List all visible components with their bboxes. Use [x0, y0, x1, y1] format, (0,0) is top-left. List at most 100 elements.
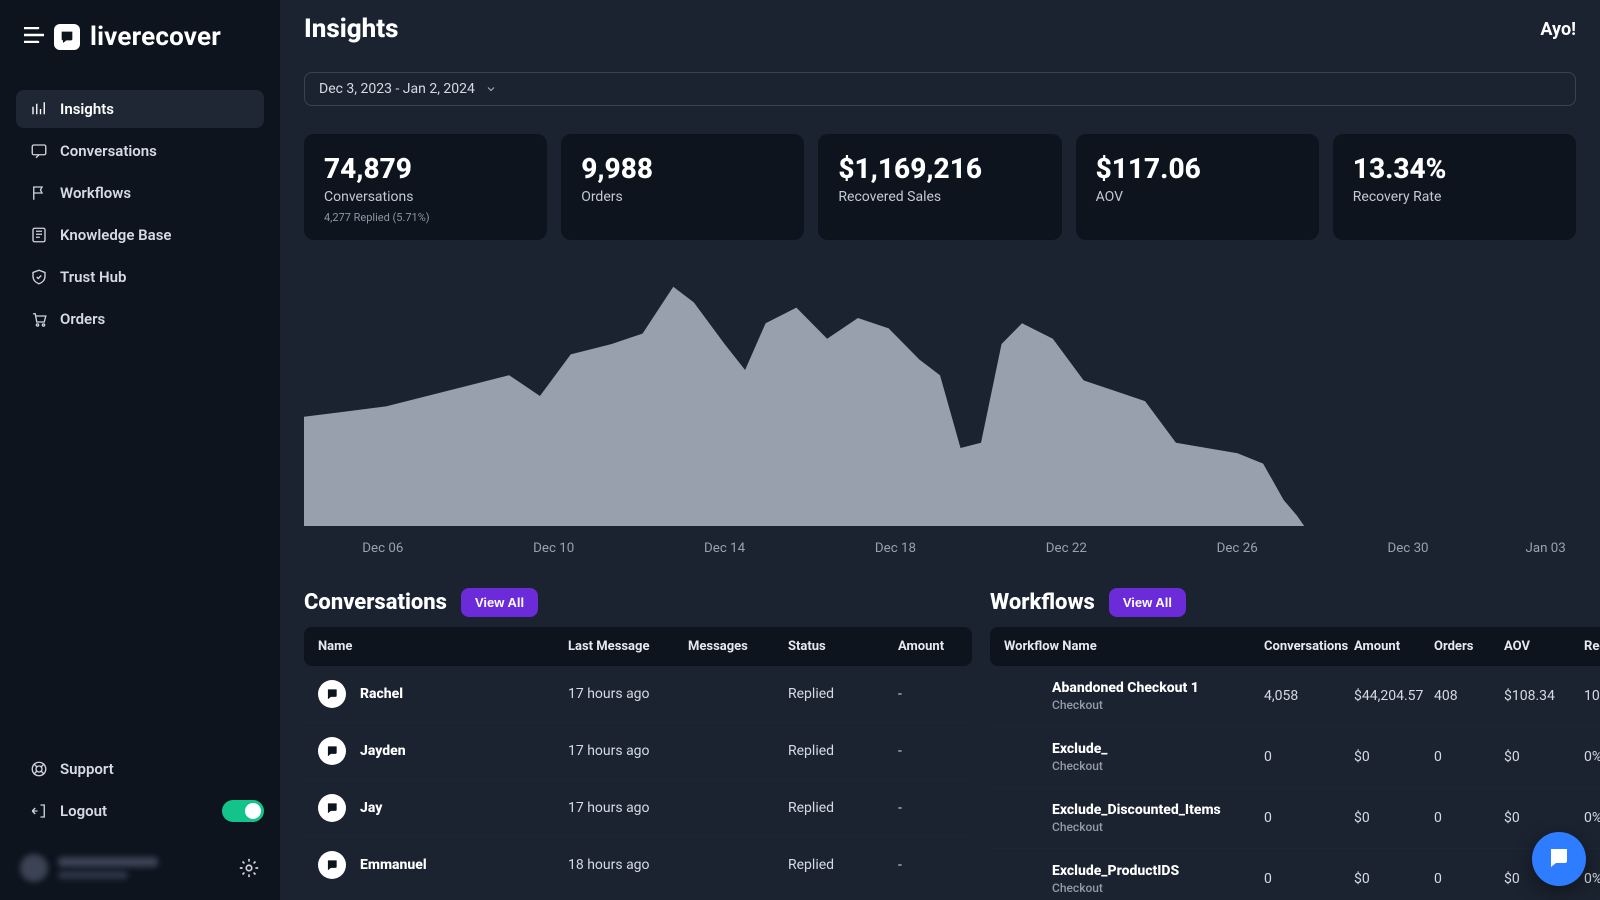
- insights-icon: [30, 100, 48, 118]
- user-name-redacted: [58, 857, 158, 879]
- chat-badge-icon: [318, 680, 346, 708]
- sidebar-item-label: Logout: [60, 802, 107, 820]
- cell-name: Jayden: [318, 737, 568, 765]
- cell-orders: 0: [1434, 749, 1504, 765]
- table-row[interactable]: Jay17 hours agoReplied-: [304, 780, 972, 837]
- book-icon: [30, 226, 48, 244]
- user-card[interactable]: [0, 840, 280, 900]
- cell-amount: $0: [1354, 749, 1434, 765]
- area-chart: Dec 06Dec 10Dec 14Dec 18Dec 22Dec 26Dec …: [304, 266, 1576, 566]
- workflows-title: Workflows: [990, 590, 1095, 615]
- date-range-label: Dec 3, 2023 - Jan 2, 2024: [319, 81, 475, 97]
- kpi-value: 74,879: [324, 152, 527, 185]
- table-row[interactable]: Exclude_Discounted_ItemsCheckout0$00$00%: [990, 788, 1600, 849]
- kpi-card: 9,988Orders: [561, 134, 804, 240]
- table-row[interactable]: Exclude_Checkout0$00$00%: [990, 727, 1600, 788]
- cell-conversations: 4,058: [1264, 688, 1354, 704]
- chat-icon: [30, 142, 48, 160]
- kpi-label: AOV: [1096, 189, 1299, 205]
- date-range-picker[interactable]: Dec 3, 2023 - Jan 2, 2024: [304, 72, 1576, 106]
- shield-icon: [30, 268, 48, 286]
- row-name: Jay: [360, 800, 382, 816]
- kpi-value: $117.06: [1096, 152, 1299, 185]
- life-ring-icon: [30, 760, 48, 778]
- sidebar-item-conversations[interactable]: Conversations: [16, 132, 264, 170]
- sidebar-item-insights[interactable]: Insights: [16, 90, 264, 128]
- kpi-value: 13.34%: [1353, 152, 1556, 185]
- col-workflow: Workflow Name: [1004, 639, 1264, 654]
- cell-aov: $108.34: [1504, 688, 1584, 704]
- col-recovery: Recove…: [1584, 639, 1600, 654]
- kpi-value: $1,169,216: [838, 152, 1041, 185]
- cell-status: Replied: [788, 686, 898, 702]
- col-status: Status: [788, 639, 898, 654]
- theme-toggle[interactable]: [222, 800, 264, 822]
- cell-status: Replied: [788, 800, 898, 816]
- workflows-panel: Workflows View All Workflow Name Convers…: [990, 588, 1600, 900]
- sidebar-item-logout[interactable]: Logout: [16, 792, 222, 830]
- cell-last-message: 17 hours ago: [568, 686, 688, 702]
- cell-last-message: 17 hours ago: [568, 743, 688, 759]
- cell-conversations: 0: [1264, 810, 1354, 826]
- user-greeting: Ayo!: [1540, 19, 1576, 40]
- cell-last-message: 18 hours ago: [568, 857, 688, 873]
- cell-orders: 0: [1434, 871, 1504, 887]
- kpi-card: $117.06 AOV: [1076, 134, 1319, 240]
- col-messages: Messages: [688, 639, 788, 654]
- sidebar-item-knowledge-base[interactable]: Knowledge Base: [16, 216, 264, 254]
- chart-x-label: Dec 10: [533, 541, 574, 556]
- table-row[interactable]: Jayden17 hours agoReplied-: [304, 723, 972, 780]
- cell-recovery: 0%: [1584, 749, 1600, 765]
- cell-recovery: 0%: [1584, 810, 1600, 826]
- sidebar-item-support[interactable]: Support: [16, 750, 264, 788]
- table-row[interactable]: Emmanuel18 hours agoReplied-: [304, 837, 972, 893]
- chart-x-label: Jan 03: [1526, 541, 1566, 556]
- chevron-down-icon: [485, 83, 497, 95]
- cell-amount: $44,204.57: [1354, 688, 1434, 704]
- help-chat-button[interactable]: [1532, 832, 1586, 886]
- gear-icon[interactable]: [238, 857, 260, 879]
- chart-x-label: Dec 22: [1046, 541, 1087, 556]
- table-row[interactable]: Abandoned Checkout 1Checkout4,058$44,204…: [990, 666, 1600, 727]
- logout-icon: [30, 802, 48, 820]
- conversations-view-all-button[interactable]: View All: [461, 588, 538, 617]
- cell-orders: 408: [1434, 688, 1504, 704]
- sidebar-item-label: Workflows: [60, 184, 131, 202]
- cell-conversations: 0: [1264, 871, 1354, 887]
- sidebar-item-label: Orders: [60, 310, 105, 328]
- cell-amount: -: [898, 857, 958, 873]
- sidebar-item-trust-hub[interactable]: Trust Hub: [16, 258, 264, 296]
- cell-workflow: Exclude_Discounted_ItemsCheckout: [1004, 802, 1264, 834]
- sidebar-item-label: Support: [60, 760, 114, 778]
- kpi-label: Conversations: [324, 189, 527, 205]
- chat-badge-icon: [318, 737, 346, 765]
- chart-x-label: Dec 26: [1217, 541, 1258, 556]
- cell-amount: -: [898, 800, 958, 816]
- cell-name: Rachel: [318, 680, 568, 708]
- conversations-table-head: Name Last Message Messages Status Amount: [304, 627, 972, 666]
- col-amount: Amount: [898, 639, 958, 654]
- cell-recovery: 0%: [1584, 871, 1600, 887]
- chat-badge-icon: [318, 851, 346, 879]
- cell-amount: -: [898, 743, 958, 759]
- col-conversations: Conversations: [1264, 639, 1354, 654]
- workflows-view-all-button[interactable]: View All: [1109, 588, 1186, 617]
- page-title: Insights: [304, 14, 398, 44]
- chart-area: [304, 287, 1304, 526]
- col-aov: AOV: [1504, 639, 1584, 654]
- menu-icon[interactable]: [24, 27, 44, 47]
- cell-aov: $0: [1504, 810, 1584, 826]
- chart-x-label: Dec 30: [1387, 541, 1428, 556]
- cell-conversations: 0: [1264, 749, 1354, 765]
- sidebar-item-label: Conversations: [60, 142, 157, 160]
- sidebar-item-orders[interactable]: Orders: [16, 300, 264, 338]
- brand: liverecover: [0, 0, 280, 82]
- table-row[interactable]: Rachel17 hours agoReplied-: [304, 666, 972, 723]
- cell-orders: 0: [1434, 810, 1504, 826]
- kpi-label: Recovered Sales: [838, 189, 1041, 205]
- avatar: [20, 854, 48, 882]
- brand-name: liverecover: [90, 22, 221, 52]
- sidebar-item-workflows[interactable]: Workflows: [16, 174, 264, 212]
- table-row[interactable]: Exclude_ProductIDSCheckout0$00$00%: [990, 849, 1600, 900]
- sidebar-item-label: Insights: [60, 100, 114, 118]
